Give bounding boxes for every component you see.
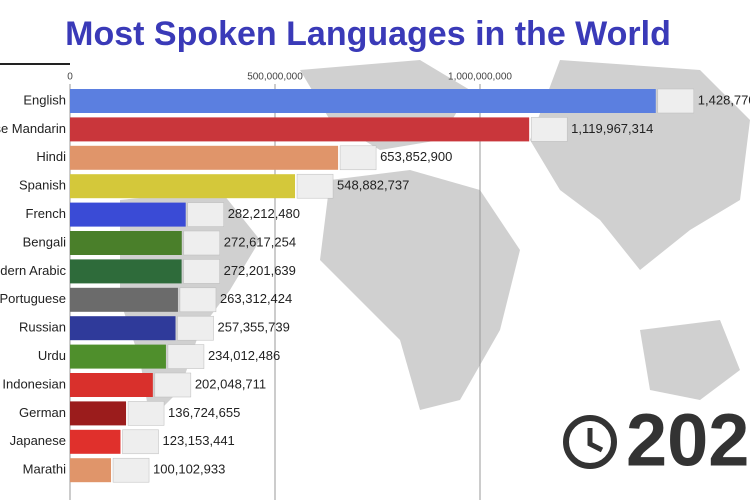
value-label: 282,212,480	[228, 206, 300, 221]
bar	[70, 344, 166, 369]
value-label: 234,012,486	[208, 348, 280, 363]
flag	[112, 457, 150, 483]
category-label: Spanish	[19, 178, 66, 193]
value-label: 1,119,967,314	[571, 121, 653, 136]
value-label: 548,882,737	[337, 178, 409, 193]
category-label: Chinese Mandarin	[0, 121, 66, 136]
bar	[70, 458, 112, 483]
bar	[70, 202, 186, 227]
category-label: Portuguese	[0, 291, 66, 306]
flag	[657, 88, 695, 114]
bar	[70, 174, 296, 199]
bar	[70, 429, 121, 454]
value-label: 272,617,254	[224, 234, 296, 249]
flag	[183, 230, 221, 256]
flag	[154, 372, 192, 398]
value-label: 136,724,655	[168, 405, 240, 420]
value-label: 263,312,424	[220, 291, 292, 306]
flag	[296, 173, 334, 199]
category-label: Japanese	[10, 433, 66, 448]
bar	[70, 373, 153, 397]
x-tick-label: 0	[67, 72, 73, 83]
bar	[70, 117, 530, 142]
category-label: French	[26, 206, 66, 221]
category-label: Marathi	[23, 462, 66, 477]
category-label: English	[23, 92, 66, 107]
clock-icon	[563, 415, 617, 469]
flag	[127, 401, 165, 426]
category-label: German	[19, 405, 66, 420]
bar	[70, 259, 182, 284]
value-label: 1,428,770,000	[698, 92, 750, 107]
x-tick-label: 500,000,000	[247, 72, 303, 83]
flag	[179, 287, 217, 313]
bar	[70, 145, 339, 170]
bar	[70, 89, 656, 113]
flag	[530, 117, 568, 142]
value-label: 272,201,639	[224, 263, 296, 278]
flag	[122, 429, 159, 455]
value-label: 653,852,900	[380, 149, 452, 164]
chart-title: Most Spoken Languages in the World	[65, 15, 671, 53]
flag	[187, 202, 224, 227]
value-label: 123,153,441	[162, 433, 234, 448]
x-tick-label: 1,000,000,000	[448, 72, 512, 83]
value-label: 202,048,711	[195, 376, 266, 391]
bar	[70, 401, 127, 426]
category-label: Bengali	[23, 234, 66, 249]
category-label: Russian	[19, 320, 66, 335]
flag	[177, 315, 214, 341]
year: 202	[626, 399, 749, 482]
value-label: 257,355,739	[218, 320, 290, 335]
flag	[183, 259, 220, 284]
category-label: Urdu	[38, 348, 66, 363]
flag	[339, 145, 377, 171]
bar	[70, 231, 182, 255]
category-label: Hindi	[36, 149, 66, 164]
bar	[70, 287, 178, 312]
category-label: Indonesian	[2, 376, 66, 391]
value-label: 100,102,933	[153, 462, 225, 477]
bar	[70, 316, 176, 341]
category-label: Modern Arabic	[0, 263, 66, 278]
flag	[167, 344, 205, 369]
